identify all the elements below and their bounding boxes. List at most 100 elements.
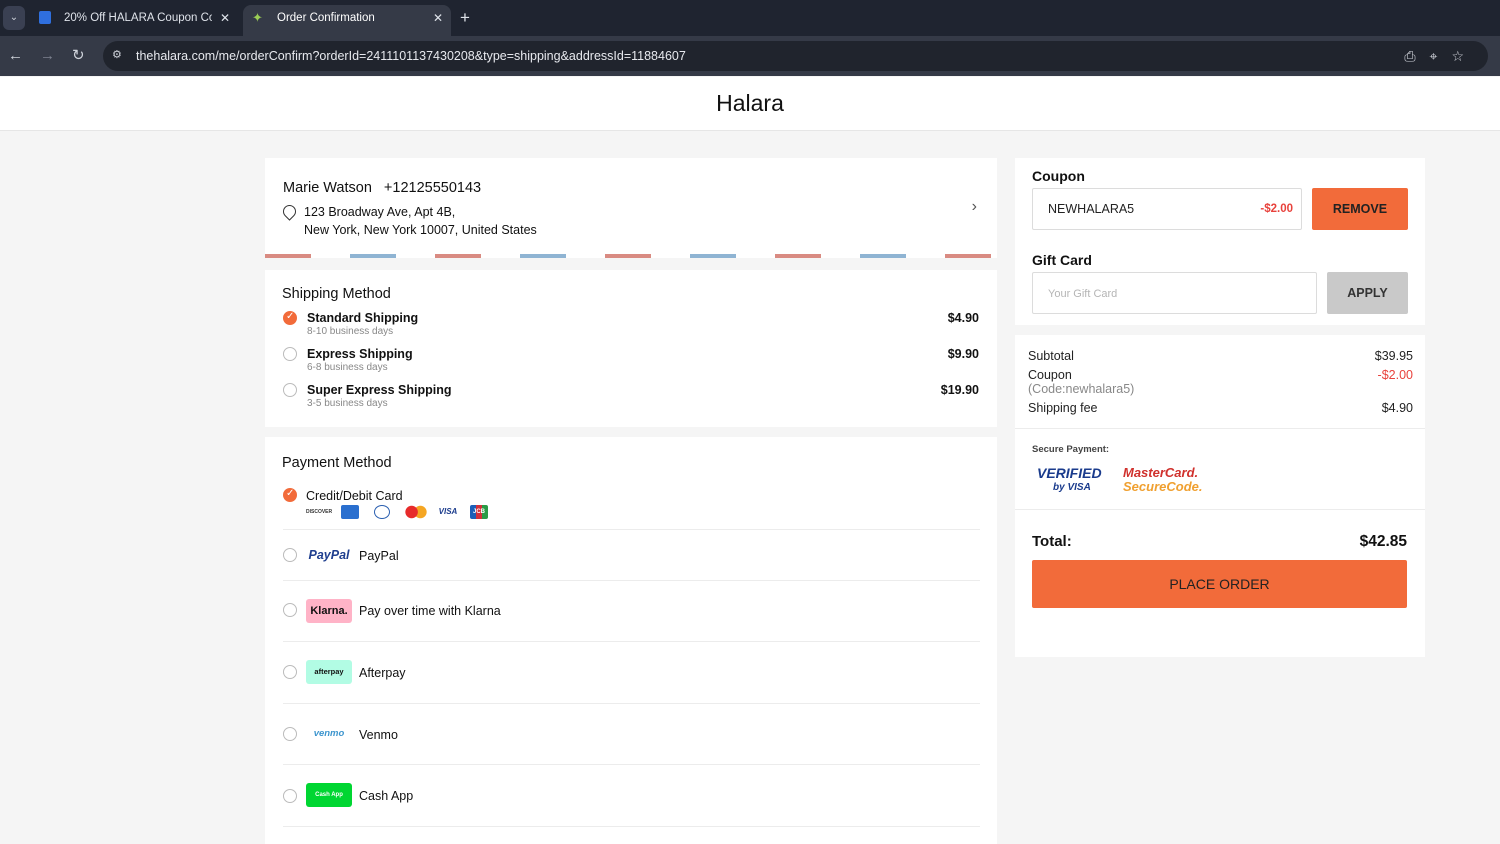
coupon-code-note: (Code:newhalara5) (1028, 382, 1135, 396)
recipient-phone: +12125550143 (383, 180, 482, 196)
subtotal-row: Subtotal $39.95 (1028, 349, 1413, 363)
shipping-option-price: $4.90 (947, 311, 979, 325)
forward-icon[interactable]: → (40, 47, 55, 64)
coupon-input[interactable]: NEWHALARA5 -$2.00 (1032, 188, 1302, 230)
tab-halara-coupon[interactable]: 20% Off HALARA Coupon Code ✕ (30, 5, 238, 36)
subtotal-label: Subtotal (1028, 349, 1074, 363)
coupon-row: Coupon -$2.00 (1028, 368, 1413, 382)
payment-option-name[interactable]: PayPal (359, 549, 399, 563)
shipping-address-card[interactable]: Marie Watson +12125550143 123 Broadway Av… (265, 158, 997, 258)
shipping-fee-row: Shipping fee $4.90 (1028, 401, 1413, 415)
gift-card-title: Gift Card (1032, 252, 1092, 268)
site-header: Halara (0, 77, 1500, 131)
payment-radio-cashapp[interactable] (283, 789, 297, 803)
divider (283, 580, 980, 581)
remove-coupon-button[interactable]: REMOVE (1312, 188, 1408, 230)
mastercard-text: MasterCard. (1123, 465, 1199, 480)
securecode-text: SecureCode. (1123, 479, 1203, 494)
tab-search-button[interactable]: ⌄ (3, 6, 25, 30)
browser-toolbar: ← → ↻ ⚙ thehalara.com/me/orderConfirm?or… (0, 36, 1500, 76)
address-contact: Marie Watson +12125550143 (283, 180, 481, 196)
klarna-logo: Klarna. (306, 599, 352, 623)
location-pin-icon (280, 202, 299, 221)
site-info-icon[interactable]: ⚙ (112, 49, 122, 61)
shipping-option-price: $19.90 (940, 383, 979, 397)
cashapp-logo: Cash App (306, 783, 352, 807)
close-icon[interactable]: ✕ (432, 11, 443, 25)
star-icon[interactable]: ☆ (1451, 48, 1478, 64)
gift-card-field[interactable] (1032, 272, 1317, 314)
divider (1015, 509, 1425, 510)
leaf-icon: ✦ (252, 10, 263, 25)
install-icon[interactable]: ⎙ (1404, 48, 1430, 64)
chevron-right-icon[interactable]: › (971, 198, 977, 215)
omnibox-actions: ⎙⌖☆ (1404, 41, 1478, 71)
afterpay-logo: afterpay (306, 660, 352, 684)
shipping-option-name[interactable]: Express Shipping (307, 347, 413, 361)
recipient-name: Marie Watson (283, 180, 372, 196)
discover-icon: DISCOVER (306, 509, 333, 515)
payment-radio-paypal[interactable] (283, 548, 297, 562)
tab-order-confirmation[interactable]: ✦ Order Confirmation ✕ (243, 5, 451, 36)
paypal-logo: PayPal (308, 548, 350, 562)
payment-radio-venmo[interactable] (283, 727, 297, 741)
close-icon[interactable]: ✕ (219, 11, 230, 25)
envelope-stripes (265, 254, 997, 258)
divider (283, 641, 980, 642)
shipping-method-card: Shipping Method Standard Shipping 8-10 b… (265, 270, 997, 427)
coupon-title: Coupon (1032, 168, 1085, 184)
total-row: Total: $42.85 (1032, 533, 1407, 550)
coupon-label: Coupon (1028, 368, 1072, 382)
shipping-option-days: 3-5 business days (307, 398, 388, 409)
amex-icon: AMEX (341, 505, 359, 519)
coupon-code: NEWHALARA5 (1048, 202, 1135, 216)
address-line-1: 123 Broadway Ave, Apt 4B, (304, 205, 456, 219)
order-summary-card: Subtotal $39.95 Coupon -$2.00 (Code:newh… (1015, 335, 1425, 657)
shipping-fee-label: Shipping fee (1028, 401, 1098, 415)
reload-icon[interactable]: ↻ (72, 47, 85, 64)
coupon-card: Coupon NEWHALARA5 -$2.00 REMOVE Gift Car… (1015, 158, 1425, 325)
payment-option-name[interactable]: Credit/Debit Card (306, 489, 403, 503)
shipping-radio-express[interactable] (283, 347, 297, 361)
shipping-option-name[interactable]: Standard Shipping (307, 311, 419, 325)
gift-card-input[interactable] (1048, 288, 1308, 300)
payment-option-name[interactable]: Afterpay (359, 666, 406, 680)
jcb-icon: JCB (470, 505, 488, 519)
new-tab-button[interactable]: + (460, 8, 470, 27)
payment-method-card: Payment Method Credit/Debit Card DISCOVE… (265, 437, 997, 844)
shipping-option-name[interactable]: Super Express Shipping (307, 383, 452, 397)
apply-gift-card-button[interactable]: APPLY (1327, 272, 1408, 314)
shipping-option-days: 6-8 business days (307, 362, 388, 373)
address-bar[interactable]: ⚙ thehalara.com/me/orderConfirm?orderId=… (103, 41, 1488, 71)
site-logo[interactable]: Halara (716, 90, 784, 116)
secure-payment-label: Secure Payment: (1032, 444, 1110, 455)
address-line-2: New York, New York 10007, United States (304, 223, 537, 237)
subtotal-value: $39.95 (1374, 349, 1413, 363)
payment-radio-klarna[interactable] (283, 603, 297, 617)
payment-radio-card[interactable] (283, 488, 297, 502)
divider (283, 529, 980, 530)
shipping-radio-standard[interactable] (283, 311, 297, 325)
location-icon[interactable]: ⌖ (1429, 48, 1452, 64)
back-icon[interactable]: ← (8, 47, 23, 64)
coupon-value: -$2.00 (1377, 368, 1413, 382)
verified-text: VERIFIED (1037, 465, 1102, 481)
payment-option-name[interactable]: Venmo (359, 728, 398, 742)
browser-tab-strip: ⌄ 20% Off HALARA Coupon Code ✕ ✦ Order C… (0, 0, 1500, 36)
coupon-discount: -$2.00 (1260, 203, 1293, 215)
divider (283, 703, 980, 704)
payment-option-name[interactable]: Pay over time with Klarna (359, 604, 501, 618)
payment-radio-afterpay[interactable] (283, 665, 297, 679)
section-title: Payment Method (282, 455, 392, 471)
place-order-button[interactable]: PLACE ORDER (1032, 560, 1407, 608)
visa-icon: VISA (438, 507, 458, 516)
section-title: Shipping Method (282, 286, 391, 302)
payment-option-name[interactable]: Cash App (359, 789, 414, 803)
verified-by-visa-logo: VERIFIED by VISA (1037, 465, 1102, 497)
mastercard-securecode-logo: MasterCard. SecureCode. (1123, 465, 1202, 497)
shipping-radio-super-express[interactable] (283, 383, 297, 397)
tab-title: 20% Off HALARA Coupon Code (64, 12, 212, 24)
total-label: Total: (1032, 533, 1072, 550)
url-text[interactable]: thehalara.com/me/orderConfirm?orderId=24… (136, 49, 686, 63)
divider (283, 826, 980, 827)
